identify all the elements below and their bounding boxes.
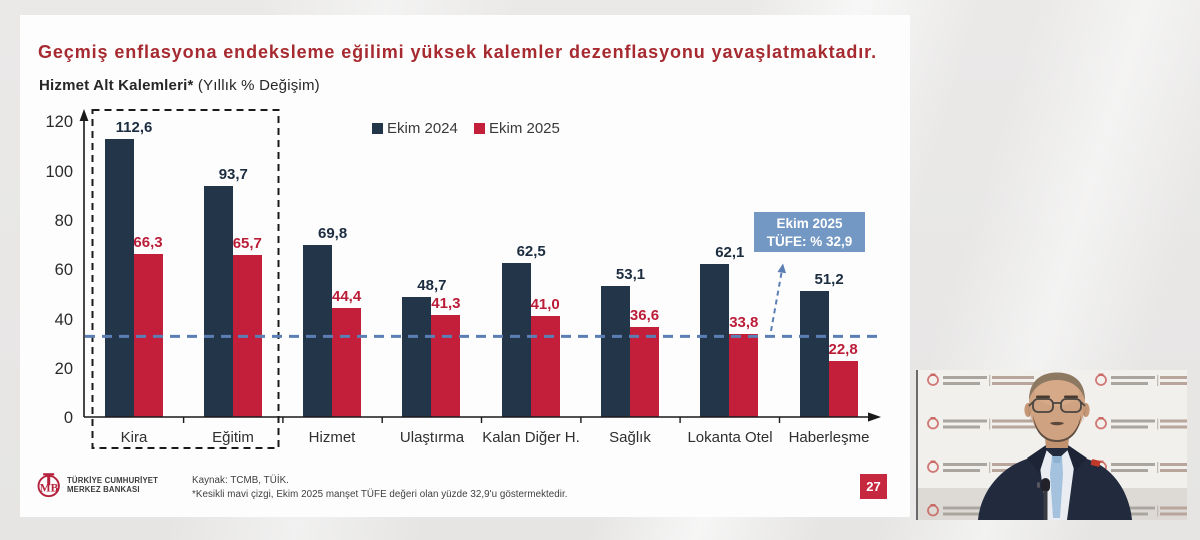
svg-text:MB: MB bbox=[40, 483, 59, 495]
